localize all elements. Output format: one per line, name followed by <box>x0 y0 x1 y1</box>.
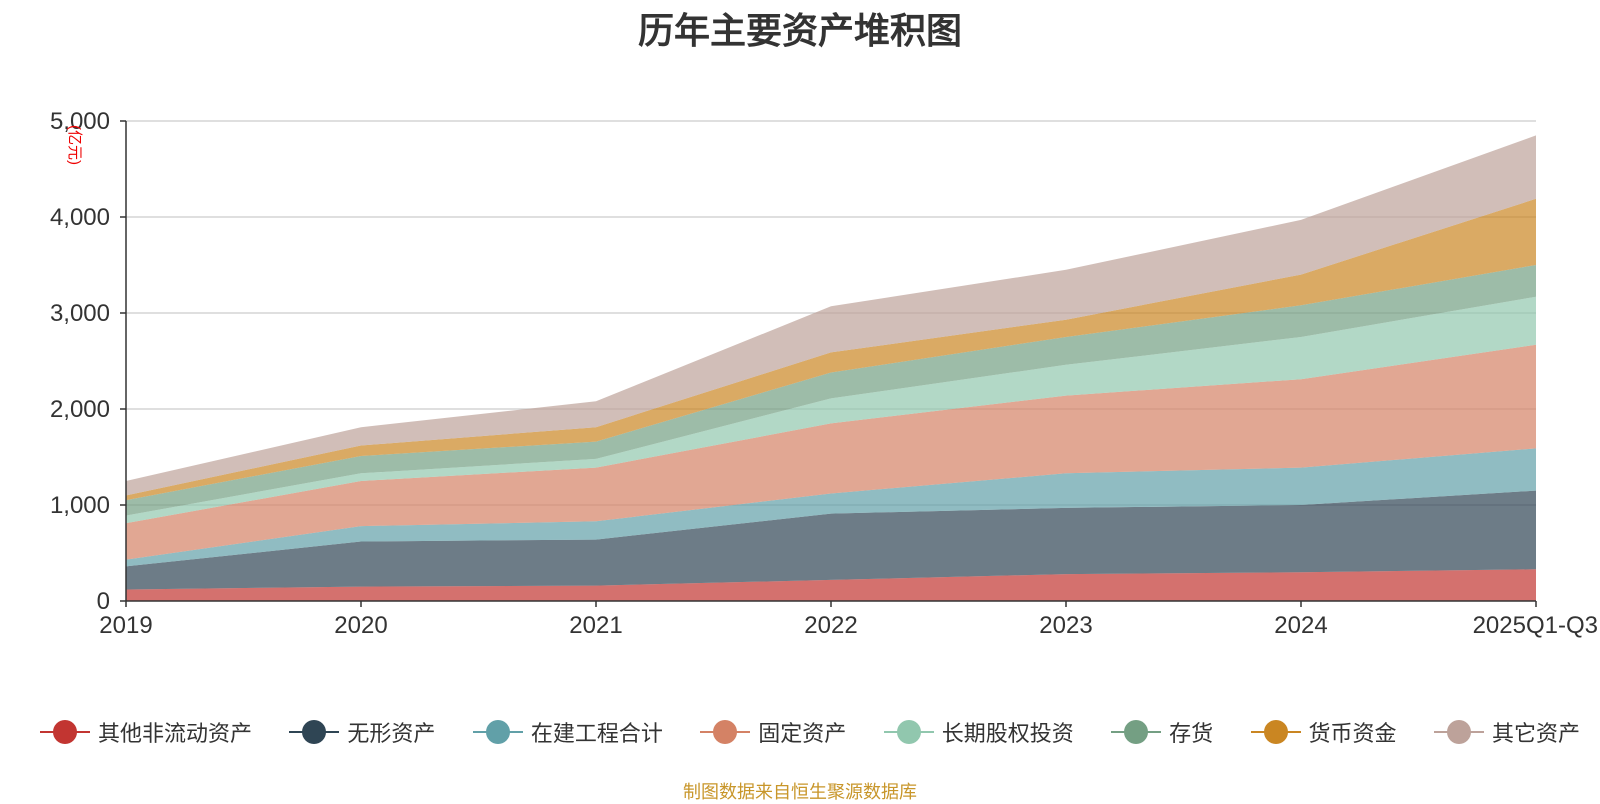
legend-label: 货币资金 <box>1308 721 1397 746</box>
x-tick-label: 2019 <box>99 612 152 639</box>
area-series-6 <box>126 198 1536 501</box>
legend-marker-icon <box>40 720 90 744</box>
area-series-layer <box>126 135 1536 601</box>
chart-legend: 其他非流动资产 无形资产 在建工程合计 固定资产 长期股权投资 存货 货币资金 其它资产 <box>40 716 1580 748</box>
legend-marker-icon <box>883 720 934 744</box>
y-tick-label: 4,000 <box>50 204 110 231</box>
x-tick-label: 2023 <box>1039 612 1092 639</box>
legend-item-7[interactable]: 其它资产 <box>1433 716 1580 748</box>
data-source-note: 制图数据来自恒生聚源数据库 <box>683 782 917 802</box>
legend-item-0[interactable]: 其他非流动资产 <box>40 716 252 748</box>
legend-marker-icon <box>289 720 340 744</box>
legend-item-3[interactable]: 固定资产 <box>700 716 846 748</box>
x-tick-labels: 2019 2020 2021 2022 2023 2024 2025Q1-Q3 <box>99 612 1598 639</box>
y-tick-label: 0 <box>97 588 110 615</box>
legend-item-1[interactable]: 无形资产 <box>289 716 435 748</box>
legend-item-4[interactable]: 长期股权投资 <box>883 716 1074 748</box>
legend-item-2[interactable]: 在建工程合计 <box>472 716 663 748</box>
chart-title: 历年主要资产堆积图 <box>637 10 962 51</box>
legend-label: 其它资产 <box>1491 721 1580 746</box>
legend-label: 其他非流动资产 <box>98 721 253 746</box>
legend-label: 固定资产 <box>758 721 847 746</box>
area-series-7 <box>126 135 1536 496</box>
area-series-0 <box>126 569 1536 601</box>
x-tick-label: 2024 <box>1274 612 1327 639</box>
y-tick-label: 1,000 <box>50 492 110 519</box>
legend-item-6[interactable]: 货币资金 <box>1250 716 1397 748</box>
y-axis-unit-label: (亿元) <box>66 125 83 165</box>
y-tick-labels: 0 1,000 2,000 3,000 4,000 5,000 <box>50 108 110 615</box>
legend-marker-icon <box>1250 720 1301 744</box>
area-series-3 <box>126 344 1536 560</box>
x-tick-label: 2020 <box>334 612 387 639</box>
area-series-1 <box>126 490 1536 590</box>
area-series-4 <box>126 296 1536 524</box>
legend-label: 无形资产 <box>347 721 436 746</box>
legend-marker-icon <box>472 720 523 744</box>
y-tick-label: 2,000 <box>50 396 110 423</box>
x-tick-label: 2022 <box>804 612 857 639</box>
area-series-5 <box>126 265 1536 516</box>
y-tick-label: 5,000 <box>50 108 110 135</box>
y-tick-label: 3,000 <box>50 300 110 327</box>
legend-marker-icon <box>700 720 751 744</box>
legend-item-5[interactable]: 存货 <box>1111 716 1213 748</box>
legend-label: 存货 <box>1169 721 1214 746</box>
x-tick-label: 2025Q1-Q3 <box>1473 612 1598 639</box>
legend-marker-icon <box>1433 720 1484 744</box>
legend-label: 长期股权投资 <box>941 721 1074 746</box>
x-tick-label: 2021 <box>569 612 622 639</box>
axes <box>120 120 1537 607</box>
legend-marker-icon <box>1111 720 1162 744</box>
legend-label: 在建工程合计 <box>530 721 663 746</box>
area-series-2 <box>126 448 1536 567</box>
